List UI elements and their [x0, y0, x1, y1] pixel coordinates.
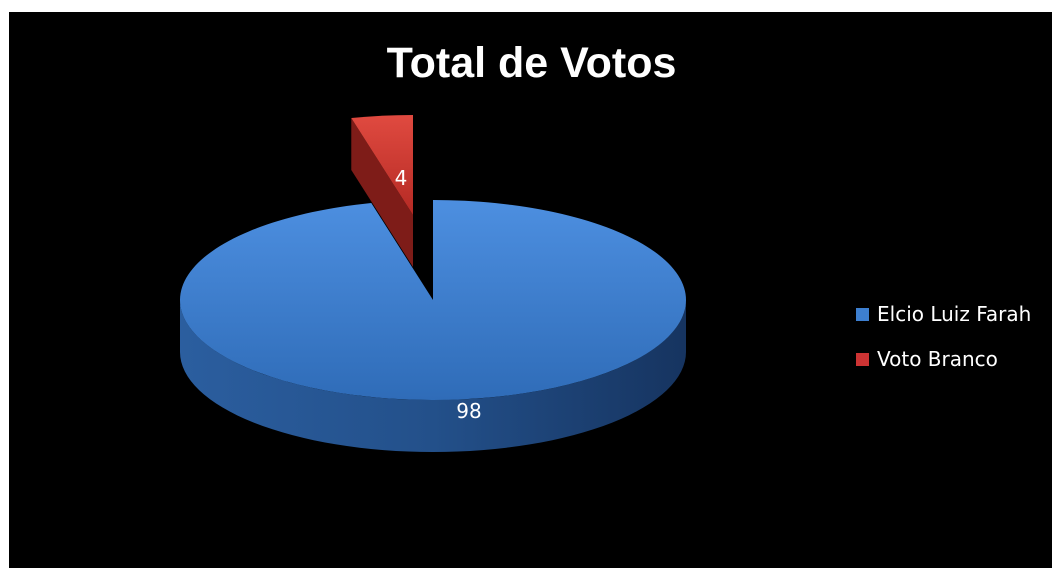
pie-slice-voto-branco-side — [351, 118, 413, 267]
data-label-elcio: 98 — [456, 399, 481, 423]
legend-swatch-icon — [856, 353, 869, 366]
legend-swatch-icon — [856, 308, 869, 321]
pie-slice-elcio-side — [180, 300, 686, 452]
chart-title: Total de Votos — [386, 39, 677, 87]
legend-label: Elcio Luiz Farah — [877, 302, 1032, 326]
pie-slice-voto-branco — [351, 115, 413, 215]
data-label-voto-branco: 4 — [395, 166, 408, 190]
legend-label: Voto Branco — [877, 347, 998, 371]
pie-slice-elcio — [180, 200, 687, 401]
